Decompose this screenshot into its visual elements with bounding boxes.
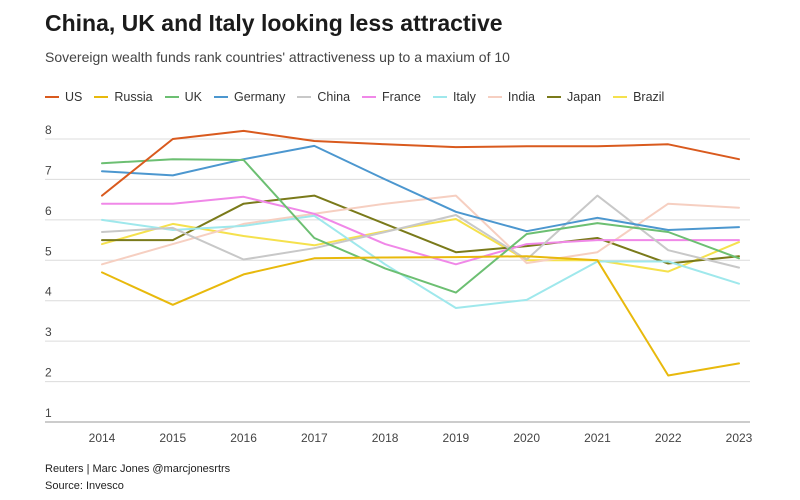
legend-item-russia: Russia [94,90,153,104]
legend-item-france: France [362,90,421,104]
legend-swatch [362,96,377,98]
credit-line: Reuters | Marc Jones @marcjonesrtrs [45,463,231,475]
series-line-france [101,195,740,266]
series-line-japan [101,194,740,265]
x-tick-label: 2021 [584,431,611,445]
y-tick-label: 3 [45,325,52,339]
chart-legend: US Russia UK Germany China France Italy India Ja… [45,90,676,104]
series-line-italy [101,214,740,309]
legend-label: UK [184,90,202,104]
legend-label: US [65,90,83,104]
y-tick-label: 6 [45,204,52,218]
legend-swatch [213,96,228,98]
legend-swatch [94,96,109,98]
series-line-russia [101,255,740,377]
y-tick-label: 8 [45,123,52,137]
y-tick-label: 4 [45,285,52,299]
x-tick-label: 2020 [513,431,540,445]
series-line-uk [101,158,740,294]
legend-label: France [382,90,421,104]
series-line-brazil [101,218,740,273]
legend-item-japan: Japan [547,90,601,104]
y-tick-label: 7 [45,163,52,177]
series-line-germany [101,144,740,233]
legend-label: India [507,90,535,104]
legend-swatch [45,96,59,98]
legend-swatch [547,96,561,98]
legend-swatch [613,96,628,98]
legend-item-uk: UK [164,90,202,104]
chart-title: China, UK and Italy looking less attract… [45,10,503,36]
y-tick-label: 5 [45,244,52,258]
legend-label: Italy [452,90,476,104]
legend-label: Japan [567,90,602,104]
x-tick-label: 2019 [443,431,470,445]
legend-item-china: China [297,90,350,104]
legend-item-us: US [45,90,82,104]
series-line-us [101,129,740,197]
source-line: Source: Invesco [45,480,124,492]
x-tick-label: 2022 [655,431,682,445]
legend-item-india: India [487,90,535,104]
x-tick-label: 2017 [301,431,328,445]
legend-label: Russia [114,90,153,104]
chart-subtitle: Sovereign wealth funds rank countries' a… [45,49,510,65]
x-tick-label: 2015 [159,431,186,445]
x-tick-label: 2023 [726,431,753,445]
x-tick-label: 2016 [230,431,257,445]
legend-label: Germany [233,90,286,104]
x-tick-label: 2014 [89,431,116,445]
legend-swatch [297,96,312,98]
legend-swatch [432,96,447,98]
y-tick-label: 2 [45,366,52,380]
chart-footer: Reuters | Marc Jones @marcjonesrtrs Sour… [45,461,230,495]
x-tick-label: 2018 [372,431,399,445]
legend-swatch [164,96,179,98]
legend-item-italy: Italy [432,90,476,104]
legend-item-germany: Germany [213,90,286,104]
legend-item-brazil: Brazil [613,90,664,104]
legend-label: Brazil [633,90,665,104]
legend-swatch [487,96,502,98]
legend-label: China [317,90,351,104]
y-tick-label: 1 [45,406,52,420]
